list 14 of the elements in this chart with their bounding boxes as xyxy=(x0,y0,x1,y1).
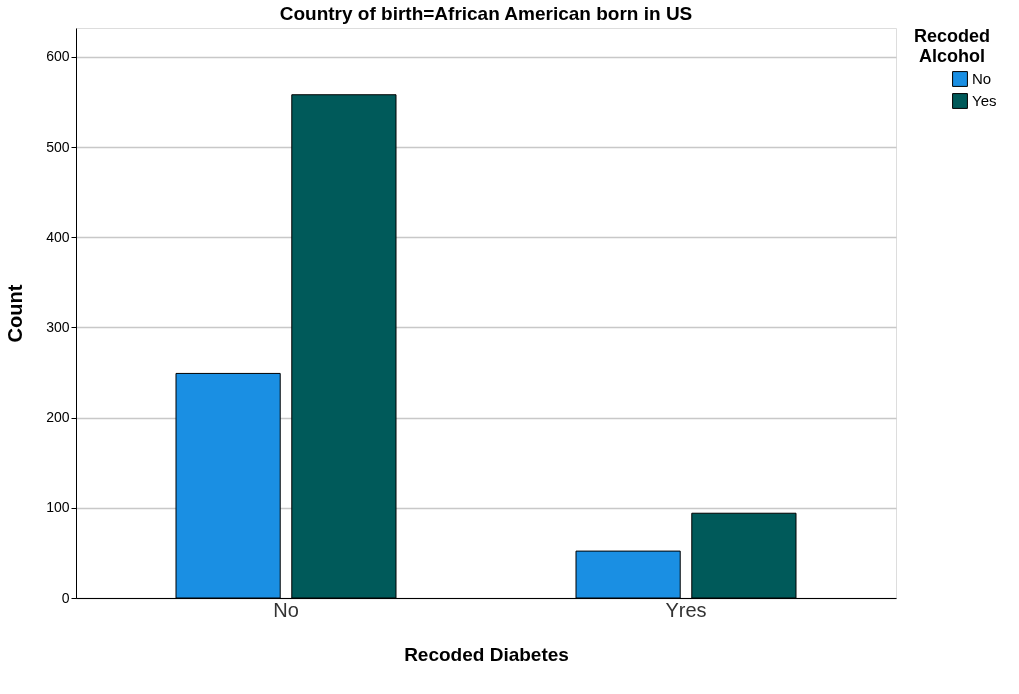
y-tick-label: 400 xyxy=(46,228,70,245)
y-tick-label: 600 xyxy=(46,48,70,65)
legend-label: No xyxy=(972,70,992,87)
legend-label: Yes xyxy=(972,92,997,109)
y-axis-title: Count xyxy=(4,284,27,343)
x-axis-title: Recoded Diabetes xyxy=(404,643,569,665)
x-tick-label: Yres xyxy=(665,598,707,621)
y-tick-label: 100 xyxy=(46,499,70,516)
chart-title: Country of birth=African American born in US xyxy=(279,3,693,24)
y-tick-label: 300 xyxy=(46,318,70,335)
legend-title: Recoded Alcohol xyxy=(913,26,991,66)
y-tick-label: 500 xyxy=(46,138,70,155)
y-tick-label: 200 xyxy=(46,409,70,426)
y-tick-label: 0 xyxy=(61,589,70,606)
